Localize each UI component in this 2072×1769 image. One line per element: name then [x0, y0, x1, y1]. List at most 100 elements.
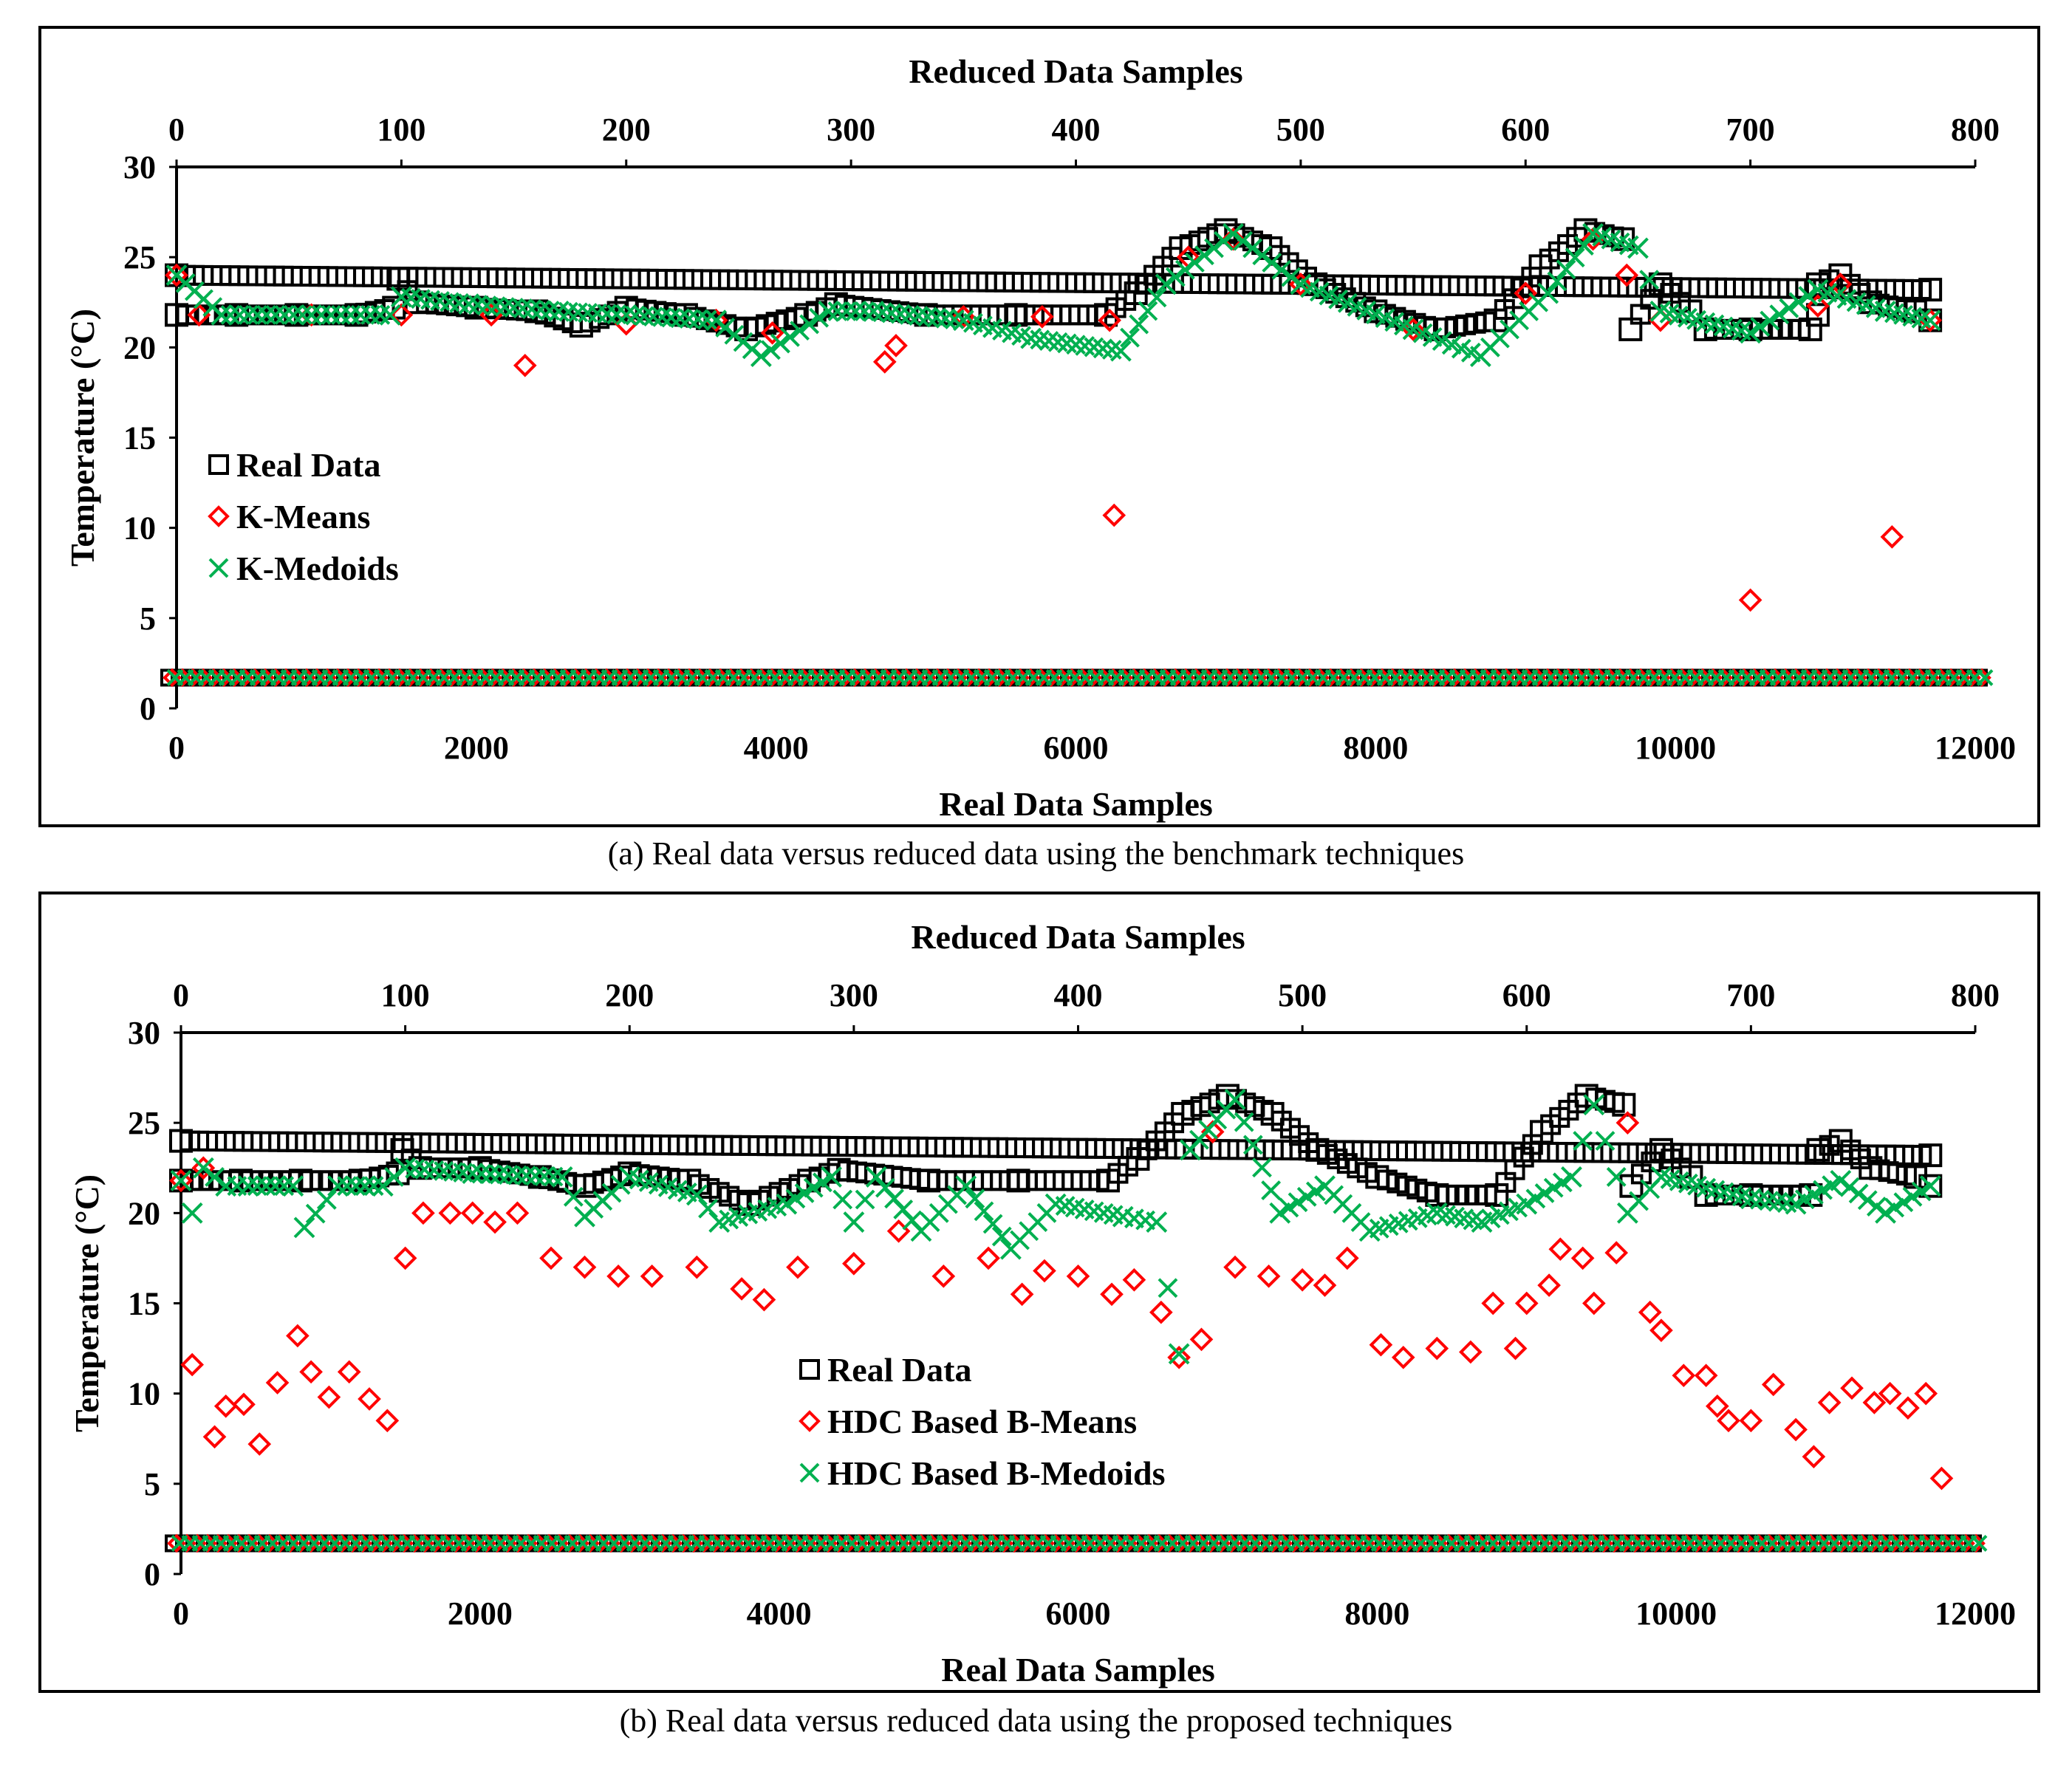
data-point: [1252, 245, 1273, 266]
y-axis-title: Temperature (°C): [64, 309, 101, 567]
data-point: [1798, 286, 1819, 306]
data-point: [1914, 1381, 1938, 1406]
legend-marker: [799, 1410, 821, 1432]
data-point: [1135, 1210, 1156, 1231]
data-point: [265, 1176, 285, 1197]
data-point: [1649, 308, 1672, 332]
x2-tick-label: 400: [1052, 112, 1101, 148]
x-tick-label: 12000: [1935, 730, 2016, 766]
legend-label: Real Data: [236, 446, 380, 484]
data-point: [1393, 315, 1414, 336]
data-point: [247, 304, 267, 325]
legend-label: Real Data: [827, 1351, 971, 1389]
data-point: [1102, 503, 1126, 527]
x2-tick-label: 200: [602, 112, 651, 148]
data-point: [394, 1157, 417, 1179]
data-point: [863, 301, 884, 322]
data-point: [1158, 1278, 1178, 1298]
data-point: [1918, 1174, 1943, 1198]
data-point: [375, 1409, 400, 1433]
series-real-data: [160, 218, 1988, 687]
data-point: [1848, 1183, 1869, 1204]
data-point: [180, 1352, 205, 1377]
data-point: [265, 304, 286, 325]
data-point: [1163, 1112, 1185, 1134]
data-point: [1184, 253, 1205, 273]
x-axis-title: Real Data Samples: [939, 785, 1213, 823]
data-point: [688, 309, 708, 329]
data-point: [872, 350, 897, 374]
data-point: [827, 301, 848, 321]
data-point: [752, 1287, 776, 1312]
data-point: [1155, 273, 1177, 295]
data-point: [1514, 1291, 1539, 1315]
data-point: [780, 326, 800, 347]
data-point: [652, 307, 672, 327]
data-point: [1802, 1445, 1826, 1469]
baseline-point: [1976, 669, 1994, 686]
data-point: [301, 304, 323, 326]
data-point: [1336, 1246, 1359, 1270]
data-point: [1313, 1273, 1337, 1297]
x-tick-label: 10000: [1635, 1595, 1717, 1632]
legend-label: K-Medoids: [236, 550, 399, 587]
y-tick-label: 20: [123, 329, 156, 366]
data-point: [551, 1166, 573, 1188]
data-point: [327, 1175, 349, 1197]
legend-marker: [208, 454, 229, 475]
data-point: [471, 1163, 492, 1184]
x-tick-label: 8000: [1344, 1595, 1409, 1632]
data-point: [274, 1176, 295, 1197]
data-point: [1543, 1177, 1564, 1198]
data-point: [1417, 1205, 1437, 1226]
data-point: [485, 296, 506, 317]
data-point: [1103, 1205, 1124, 1225]
data-point: [770, 333, 790, 354]
data-point: [1822, 1175, 1842, 1196]
data-point: [1604, 1092, 1625, 1113]
data-point: [974, 1201, 994, 1222]
data-point: [379, 304, 401, 326]
data-point: [489, 1164, 510, 1185]
data-point: [213, 1394, 238, 1418]
x-tick-label: 6000: [1044, 730, 1109, 766]
chart-panel-a: 0 5 10 15 20 25 30 0 100 200 300 400 500 600 700 800 0 20…: [38, 26, 2040, 827]
data-point: [1857, 1190, 1878, 1211]
data-point: [991, 1226, 1012, 1247]
data-point: [1790, 318, 1811, 340]
data-point: [698, 1198, 718, 1219]
data-point: [1878, 1381, 1902, 1406]
data-point: [843, 1211, 865, 1233]
data-point: [1706, 1394, 1729, 1418]
y-axis-title: Temperature (°C): [68, 1174, 106, 1432]
data-point: [1416, 1181, 1437, 1202]
caption-a: (a) Real data versus reduced data using …: [607, 835, 1465, 872]
data-point: [670, 308, 691, 329]
data-point: [1296, 1186, 1317, 1207]
data-point: [438, 1201, 462, 1225]
x-tick-label: 4000: [744, 730, 809, 766]
data-point: [317, 1385, 341, 1409]
data-point: [1606, 1167, 1627, 1187]
data-point: [1223, 1255, 1247, 1279]
data-point: [1839, 1177, 1860, 1197]
data-point: [286, 1324, 310, 1348]
data-point: [548, 301, 570, 322]
x2-tick-label: 600: [1501, 112, 1550, 148]
data-point: [809, 307, 830, 328]
data-point: [1731, 1186, 1752, 1207]
data-point: [1030, 304, 1054, 329]
data-point: [634, 306, 654, 326]
data-point: [1911, 308, 1932, 329]
data-point: [229, 304, 250, 325]
data-point: [803, 1177, 824, 1198]
x-tick-label: 12000: [1935, 1595, 2016, 1632]
data-point: [1893, 1192, 1914, 1213]
data-point: [1731, 321, 1751, 341]
data-point: [1425, 1336, 1449, 1361]
y-tick-label: 30: [123, 149, 156, 185]
data-point: [1391, 1345, 1415, 1369]
legend: Real Data HDC Based B-Means HDC Based B-Me…: [799, 1351, 1165, 1492]
legend-marker: [208, 558, 229, 578]
